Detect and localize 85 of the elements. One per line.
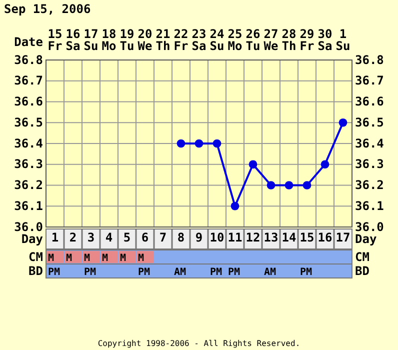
point bbox=[230, 202, 240, 210]
x-tick-label: 24 Su bbox=[210, 27, 224, 53]
point bbox=[284, 181, 294, 190]
x-tick-label: 17 Su bbox=[84, 27, 98, 53]
x2-tick-label: 12 bbox=[246, 230, 260, 245]
y-tick-label: 36.3 bbox=[14, 157, 43, 172]
text: M bbox=[102, 253, 108, 264]
x-tick-label: 30 Sa bbox=[318, 27, 332, 53]
x-tick-label: 23 Sa bbox=[192, 27, 206, 53]
x2-tick-label: 7 bbox=[159, 230, 167, 245]
point bbox=[302, 181, 312, 190]
category-label: CM bbox=[28, 250, 43, 264]
x2-tick-label: 13 bbox=[264, 230, 278, 245]
x-tick-label: 19 Tu bbox=[120, 27, 134, 53]
x-tick-label: 28 Th bbox=[282, 27, 296, 53]
text: AM bbox=[174, 267, 186, 278]
text: PM bbox=[48, 267, 60, 278]
text: M bbox=[138, 253, 144, 264]
x2-axis-title: Day bbox=[21, 232, 43, 246]
text: PM bbox=[84, 267, 96, 278]
point bbox=[266, 181, 276, 190]
point bbox=[194, 139, 204, 148]
point bbox=[338, 118, 348, 127]
text: PM bbox=[300, 267, 312, 278]
y-tick-label: 36.5 bbox=[14, 115, 43, 130]
y2-tick-label: 36.3 bbox=[355, 157, 384, 172]
point bbox=[176, 139, 186, 148]
x-tick-label: 22 Fr bbox=[174, 27, 188, 53]
text: PM bbox=[210, 267, 222, 278]
x2-tick-label: 5 bbox=[123, 230, 131, 245]
y-tick-label: 36.4 bbox=[14, 136, 43, 150]
x2-tick-label: 16 bbox=[318, 230, 332, 245]
x-tick-label: 27 We bbox=[264, 27, 278, 53]
chart-title: Sep 15, 2006 bbox=[4, 2, 91, 16]
x-tick-label: 21 Th bbox=[156, 27, 170, 53]
x-tick-label: 15 Fr bbox=[48, 27, 62, 53]
text: Day bbox=[355, 232, 377, 246]
y2-tick-label: 36.7 bbox=[355, 74, 384, 88]
text: M bbox=[66, 253, 72, 264]
x2-tick-label: 8 bbox=[177, 230, 185, 245]
category-label: BD bbox=[355, 264, 370, 278]
y-tick-label: 36.7 bbox=[14, 74, 43, 88]
x-axis-title: Date bbox=[14, 35, 43, 49]
text: M bbox=[48, 253, 54, 264]
point bbox=[212, 139, 222, 148]
category-label: BD bbox=[28, 264, 43, 278]
y2-tick-label: 36.2 bbox=[355, 178, 384, 192]
text: AM bbox=[264, 267, 276, 278]
x2-tick-label: 17 bbox=[336, 230, 350, 245]
y2-tick-label: 36.0 bbox=[355, 220, 384, 234]
x-tick-label: 29 Fr bbox=[300, 27, 314, 53]
text: M bbox=[84, 253, 90, 264]
category-label: CM bbox=[355, 250, 370, 264]
x2-tick-label: 6 bbox=[141, 230, 149, 245]
y2-tick-label: 36.8 bbox=[355, 52, 384, 67]
x2-tick-label: 11 bbox=[228, 230, 242, 245]
x-tick-label: 1 Su bbox=[336, 27, 350, 53]
text: Copyright 1998-2006 - All Rights Reserved. bbox=[98, 339, 300, 348]
y2-tick-label: 36.6 bbox=[355, 94, 384, 109]
y-tick-label: 36.0 bbox=[14, 220, 43, 234]
x2-tick-label: 1 bbox=[51, 230, 59, 245]
x-tick-label: 16 Sa bbox=[66, 27, 80, 53]
point bbox=[248, 160, 258, 169]
x2-tick-label: 14 bbox=[282, 230, 296, 245]
y-tick-label: 36.8 bbox=[14, 52, 43, 67]
x-tick-label: 18 Mo bbox=[102, 27, 116, 53]
x2-tick-label: 3 bbox=[87, 230, 95, 245]
text: PM bbox=[228, 267, 240, 278]
y-tick-label: 36.1 bbox=[14, 198, 43, 213]
y2-tick-label: 36.4 bbox=[355, 136, 384, 150]
y-tick-label: 36.6 bbox=[14, 94, 43, 109]
x-tick-label: 20 We bbox=[138, 27, 152, 53]
x-tick-label: 26 Tu bbox=[246, 27, 260, 53]
x2-tick-label: 10 bbox=[210, 230, 224, 245]
x2-tick-label: 2 bbox=[69, 230, 77, 245]
x-tick-label: 25 Mo bbox=[228, 27, 242, 53]
y2-tick-label: 36.1 bbox=[355, 198, 384, 213]
y2-tick-label: 36.5 bbox=[355, 115, 384, 130]
x2-tick-label: 15 bbox=[300, 230, 314, 245]
x2-tick-label: 9 bbox=[195, 230, 203, 245]
text: M bbox=[120, 253, 126, 264]
y-tick-label: 36.2 bbox=[14, 178, 43, 192]
text: PM bbox=[138, 267, 150, 278]
point bbox=[320, 160, 330, 169]
x2-tick-label: 4 bbox=[105, 230, 113, 245]
